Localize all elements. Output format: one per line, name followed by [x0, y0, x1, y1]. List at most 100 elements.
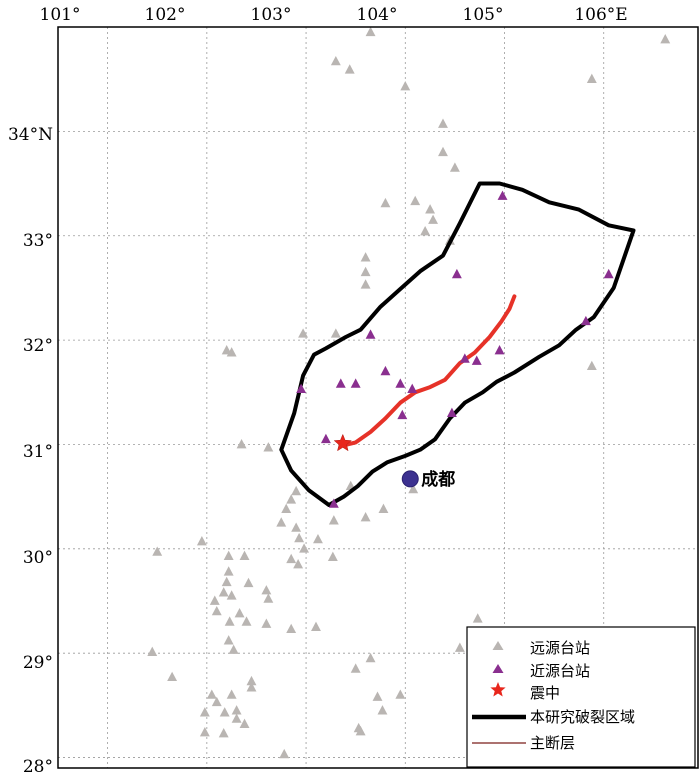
top-tick-103: 103° — [251, 5, 292, 25]
far-station-marker — [281, 503, 292, 514]
far-station-marker — [311, 621, 321, 631]
left-tick-31: 31° — [23, 442, 53, 462]
legend-item-far-station: 远源台站 — [492, 639, 590, 657]
far-station-marker — [206, 689, 217, 699]
near-station-marker — [380, 365, 391, 376]
left-tick-labels: 34°N 33° 32° 31° 30° 29° 28° — [8, 125, 53, 777]
top-tick-106: 106°E — [574, 5, 627, 25]
far-station-marker — [328, 515, 339, 525]
left-tick-28: 28° — [23, 757, 53, 777]
near-station-marker — [350, 378, 361, 388]
far-station-marker — [360, 512, 371, 522]
far-station-marker — [365, 26, 376, 37]
legend-item-epicenter: 震中 — [490, 682, 560, 702]
near-station-marker — [494, 345, 505, 355]
far-station-marker — [261, 585, 272, 595]
left-tick-30: 30° — [23, 548, 53, 568]
far-station-marker — [438, 118, 448, 128]
far-station-marker — [221, 576, 232, 587]
far-station-marker — [239, 550, 250, 560]
far-station-marker — [228, 644, 239, 654]
legend-item-near-station: 近源台站 — [492, 662, 590, 680]
far-station-marker — [377, 705, 388, 715]
far-station-marker — [224, 616, 235, 626]
far-station-marker — [294, 532, 305, 543]
far-station-marker — [223, 566, 234, 576]
far-station-marker — [372, 691, 383, 701]
far-station-marker — [218, 587, 229, 597]
near-station-marker — [328, 498, 339, 508]
far-station-marker — [147, 646, 158, 657]
legend-fault-label: 主断层 — [530, 734, 575, 752]
map-frame — [57, 26, 699, 769]
far-station-marker — [226, 689, 237, 699]
far-station-marker — [410, 195, 421, 206]
far-station-marker — [241, 616, 252, 626]
far-station-marker — [355, 725, 366, 736]
far-station-marker — [586, 73, 597, 84]
epicenter-star — [333, 433, 352, 452]
city-marker — [401, 470, 419, 488]
far-station-marker — [395, 689, 406, 699]
far-station-marker — [279, 748, 290, 759]
near-station-marker — [395, 378, 406, 388]
far-station-marker — [223, 550, 234, 560]
epicenter-legend-icon — [490, 682, 506, 697]
far-station-marker — [360, 279, 371, 289]
far-station-marker — [231, 713, 242, 723]
top-tick-105: 105° — [463, 5, 504, 25]
near-station-marker — [446, 407, 457, 418]
legend: 远源台站 近源台站 震中 本研究破裂区域 主断层 — [466, 626, 696, 768]
far-station-marker — [263, 442, 274, 452]
far-station-marker — [378, 503, 389, 514]
far-station-marker — [586, 360, 597, 371]
top-tick-101: 101° — [40, 5, 81, 25]
far-station-marker — [276, 517, 287, 527]
left-tick-33: 33° — [23, 231, 53, 251]
far-station-marker — [223, 635, 234, 645]
far-station-marker — [298, 328, 309, 338]
far-station-legend-icon — [492, 641, 504, 650]
far-station-marker — [327, 551, 338, 562]
left-tick-34: 34°N — [8, 125, 53, 145]
city-label: 成都 — [421, 469, 455, 490]
near-station-marker — [397, 409, 408, 420]
rupture-zone-outline — [279, 181, 636, 507]
far-station-marker — [291, 485, 302, 496]
far-station-marker — [428, 214, 439, 224]
far-station-marker — [291, 522, 302, 532]
far-station-marker — [380, 197, 391, 208]
far-station-marker — [472, 613, 483, 623]
near-station-marker — [335, 378, 346, 388]
far-station-marker — [199, 707, 210, 717]
far-station-marker — [420, 226, 431, 236]
far-station-marker — [438, 146, 448, 157]
far-station-marker — [330, 328, 341, 338]
far-station-marker — [167, 671, 178, 682]
far-station-marker — [360, 266, 371, 277]
near-station-marker — [296, 383, 307, 394]
left-tick-29: 29° — [23, 653, 53, 673]
near-station-marker — [320, 433, 331, 444]
near-station-marker — [365, 329, 376, 339]
far-station-marker — [660, 34, 671, 44]
far-station-marker — [234, 608, 245, 618]
far-station-marker — [211, 605, 222, 616]
far-station-marker — [408, 483, 419, 494]
far-station-marker — [209, 595, 220, 605]
top-tick-labels: 101° 102° 103° 104° 105° 106°E — [40, 5, 628, 25]
far-station-marker — [360, 252, 371, 262]
far-station-marker — [350, 663, 361, 673]
far-station-marker — [344, 64, 355, 74]
near-station-marker — [451, 268, 462, 279]
near-station-marker — [497, 190, 508, 200]
far-station-marker — [219, 707, 230, 717]
far-station-marker — [365, 652, 376, 663]
legend-rupture-zone-label: 本研究破裂区域 — [530, 708, 635, 726]
main-fault-trace — [340, 294, 517, 448]
near-station-marker — [407, 383, 418, 394]
legend-far-station-label: 远源台站 — [530, 639, 590, 657]
far-station-marker — [246, 682, 257, 692]
far-station-marker — [243, 577, 254, 588]
